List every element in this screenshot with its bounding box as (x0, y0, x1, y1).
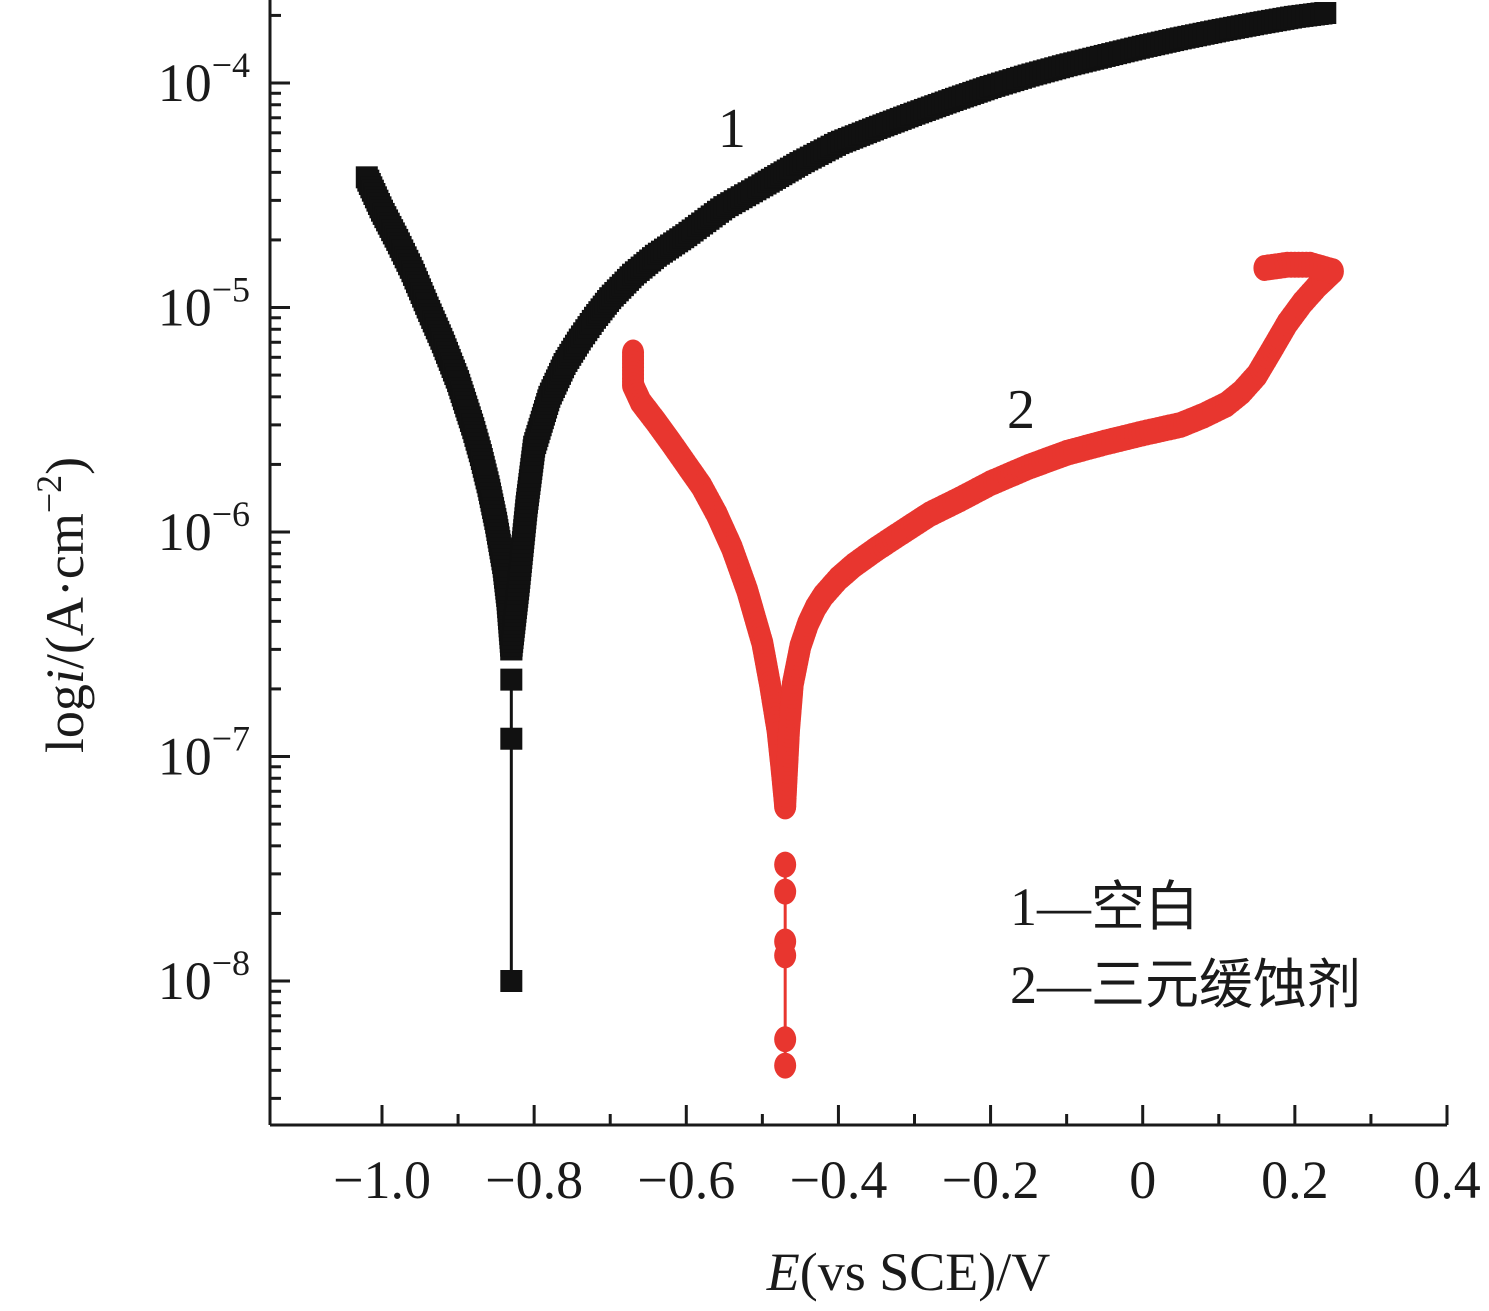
y-tick-label: 10−5 (158, 270, 250, 338)
y-tick-base: 10 (158, 53, 212, 113)
series-1-marker (1314, 2, 1337, 25)
x-tick-label: 0.2 (1261, 1150, 1329, 1210)
series-1 (355, 2, 1337, 992)
y-tick-exponent: −4 (212, 45, 250, 85)
y-axis-title-part-4: ) (35, 457, 95, 475)
x-tick-label: −0.8 (485, 1150, 583, 1210)
y-tick-exponent: −5 (212, 270, 250, 310)
curve-label-2: 2 (1007, 379, 1035, 441)
y-axis-title-part-2: /(A·cm (35, 513, 95, 669)
x-tick-label: −0.2 (942, 1150, 1040, 1210)
y-tick-exponent: −8 (212, 943, 250, 983)
y-axis-title: logi/(A·cm−2) (29, 457, 95, 753)
y-tick-base: 10 (158, 951, 212, 1011)
y-tick-base: 10 (158, 727, 212, 787)
y-tick-label: 10−7 (158, 719, 250, 787)
axes (268, 0, 1447, 1127)
series-1-marker (500, 668, 523, 691)
series-layer (355, 2, 1344, 1079)
y-tick-label: 10−8 (158, 943, 250, 1011)
x-tick-label: −1.0 (333, 1150, 431, 1210)
x-axis-title-rest: (vs SCE)/V (800, 1242, 1051, 1302)
y-tick-label: 10−4 (158, 45, 250, 113)
series-2-marker (774, 942, 797, 969)
series-2-marker (774, 878, 797, 905)
y-axis-title-part-3: −2 (29, 475, 69, 513)
x-tick-label: −0.4 (789, 1150, 887, 1210)
x-axis-title-italic: E (766, 1242, 800, 1302)
series-2-marker (774, 1026, 797, 1053)
y-tick-base: 10 (158, 502, 212, 562)
y-axis-title-part-0: log (35, 684, 95, 753)
series-2-marker (1253, 254, 1276, 281)
x-tick-label: 0.4 (1413, 1150, 1481, 1210)
y-tick-base: 10 (158, 278, 212, 338)
legend: 1—空白 2—三元缓蚀剂 (1010, 877, 1361, 1015)
x-axis-title: E(vs SCE)/V (766, 1242, 1051, 1302)
labels: −1.0 −0.8 −0.6 −0.4 −0.2 0 0.2 0.410−410−510−61… (29, 45, 1481, 1302)
x-tick-label: 0 (1129, 1150, 1156, 1210)
x-tick-label: −0.6 (637, 1150, 735, 1210)
series-2 (622, 251, 1344, 1079)
series-2-marker (774, 851, 797, 878)
y-axis-title-part-1: i (35, 669, 95, 684)
legend-entry: 1—空白 (1010, 877, 1199, 937)
curve-label-1: 1 (718, 98, 746, 160)
series-1-marker (500, 727, 523, 750)
tick-marks (270, 13, 1449, 1125)
y-tick-exponent: −7 (212, 719, 250, 759)
legend-entry: 2—三元缓蚀剂 (1010, 955, 1361, 1015)
y-tick-exponent: −6 (212, 494, 250, 534)
series-2-marker (774, 1052, 797, 1079)
series-1-marker (500, 970, 523, 992)
y-tick-label: 10−6 (158, 494, 250, 562)
